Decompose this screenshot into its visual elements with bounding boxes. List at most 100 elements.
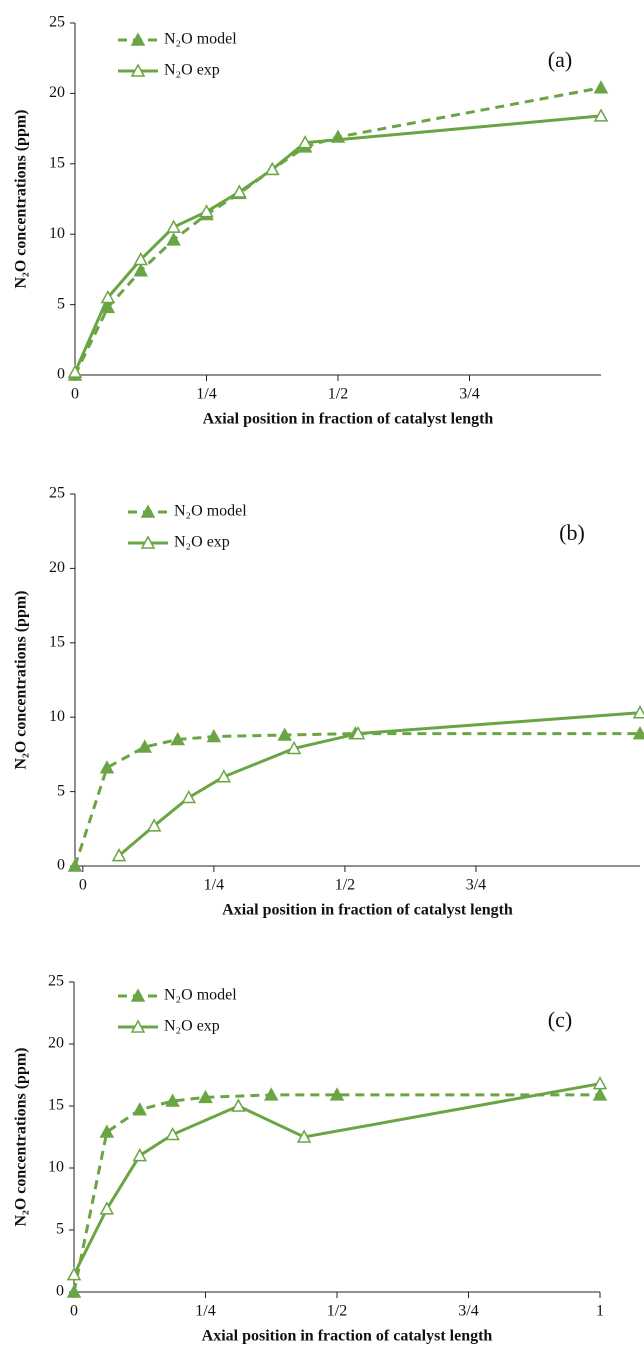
marker bbox=[593, 80, 609, 94]
legend-label: N₂O exp bbox=[174, 534, 230, 551]
x-tick-label: 3/4 bbox=[459, 386, 479, 403]
y-tick-label: 15 bbox=[48, 1097, 64, 1114]
marker bbox=[181, 789, 196, 804]
marker bbox=[100, 289, 116, 304]
marker bbox=[592, 1087, 608, 1101]
x-tick-label: 0 bbox=[71, 386, 79, 403]
marker bbox=[132, 1148, 148, 1162]
legend-marker bbox=[130, 63, 146, 77]
marker bbox=[632, 705, 644, 719]
panel: 0 5 10 15 20 25 0 1/4 1/2 3/4 Axial position in fr… bbox=[13, 14, 609, 428]
annotation: (a) bbox=[548, 47, 572, 72]
marker bbox=[67, 858, 83, 872]
y-tick-label: 25 bbox=[49, 485, 65, 502]
legend-label: N₂O exp bbox=[164, 62, 220, 79]
marker bbox=[296, 1129, 312, 1143]
x-tick-label: 1/2 bbox=[327, 1303, 347, 1320]
y-tick-label: 0 bbox=[57, 366, 65, 383]
marker bbox=[199, 204, 214, 218]
series-line bbox=[72, 1093, 600, 1293]
marker bbox=[111, 848, 127, 862]
x-tick-label: 1/4 bbox=[204, 877, 224, 894]
marker bbox=[632, 726, 644, 740]
y-tick-label: 5 bbox=[56, 1221, 64, 1238]
y-tick-label: 20 bbox=[49, 84, 65, 101]
x-tick-label: 1/4 bbox=[195, 1303, 215, 1320]
y-tick-label: 5 bbox=[57, 782, 65, 799]
marker bbox=[66, 1267, 82, 1281]
marker bbox=[232, 184, 247, 198]
marker bbox=[99, 1124, 115, 1138]
marker bbox=[132, 1102, 148, 1116]
panel: 0 5 10 15 20 25 0 1/4 1/2 3/4 1 Axial position in f… bbox=[13, 973, 608, 1345]
x-tick-label: 3/4 bbox=[458, 1303, 478, 1320]
y-tick-label: 20 bbox=[48, 1035, 64, 1052]
y-tick-label: 15 bbox=[49, 633, 65, 650]
legend-label: N₂O model bbox=[164, 987, 237, 1004]
y-tick-label: 25 bbox=[49, 14, 65, 31]
marker bbox=[592, 1076, 608, 1090]
legend-label: N₂O model bbox=[164, 31, 237, 48]
x-axis-label: Axial position in fraction of catalyst l… bbox=[203, 411, 494, 428]
marker bbox=[264, 161, 280, 176]
y-tick-label: 20 bbox=[49, 559, 65, 576]
marker bbox=[198, 1089, 213, 1104]
marker bbox=[350, 726, 366, 740]
marker bbox=[297, 135, 313, 149]
marker bbox=[165, 1126, 180, 1141]
marker bbox=[137, 739, 152, 753]
legend-marker bbox=[130, 1019, 146, 1033]
marker bbox=[165, 1093, 180, 1107]
annotation: (b) bbox=[559, 520, 585, 545]
y-tick-label: 0 bbox=[56, 1283, 64, 1300]
x-axis-label: Axial position in fraction of catalyst l… bbox=[202, 1328, 493, 1345]
legend-marker bbox=[130, 32, 146, 46]
marker bbox=[133, 263, 149, 277]
marker bbox=[206, 728, 222, 743]
x-axis-label: Axial position in fraction of catalyst l… bbox=[222, 902, 513, 919]
marker bbox=[99, 760, 115, 774]
x-tick-label: 3/4 bbox=[466, 877, 486, 894]
legend-label: N₂O exp bbox=[164, 1018, 220, 1035]
marker bbox=[146, 818, 162, 832]
series-line bbox=[73, 114, 602, 373]
marker bbox=[277, 727, 292, 741]
legend-marker bbox=[130, 988, 146, 1002]
y-tick-label: 0 bbox=[57, 857, 65, 874]
y-axis-label: N₂O concentrations (ppm) bbox=[13, 590, 30, 769]
x-tick-label: 0 bbox=[70, 1303, 78, 1320]
marker bbox=[67, 364, 83, 378]
x-tick-label: 1/2 bbox=[328, 386, 348, 403]
y-tick-label: 15 bbox=[49, 154, 65, 171]
marker bbox=[216, 769, 232, 783]
y-tick-label: 10 bbox=[49, 225, 65, 242]
x-tick-label: 0 bbox=[79, 877, 87, 894]
marker bbox=[133, 251, 149, 266]
marker bbox=[166, 232, 181, 246]
marker bbox=[329, 1087, 345, 1101]
y-tick-label: 5 bbox=[57, 295, 65, 312]
series-line bbox=[72, 1082, 601, 1276]
legend-label: N₂O model bbox=[174, 503, 247, 520]
y-axis-label: N₂O concentrations (ppm) bbox=[13, 1047, 30, 1226]
marker bbox=[166, 219, 181, 233]
legend-marker bbox=[140, 504, 156, 518]
x-tick-label: 1/2 bbox=[335, 877, 355, 894]
marker bbox=[170, 731, 185, 746]
y-axis-label: N₂O concentrations (ppm) bbox=[13, 109, 30, 288]
marker bbox=[593, 108, 609, 122]
legend-marker bbox=[140, 535, 156, 549]
marker bbox=[99, 1201, 115, 1215]
marker bbox=[66, 1284, 82, 1298]
annotation: (c) bbox=[548, 1007, 572, 1032]
x-tick-label: 1/4 bbox=[196, 386, 216, 403]
marker bbox=[263, 1087, 279, 1101]
marker bbox=[231, 1098, 246, 1112]
y-tick-label: 10 bbox=[49, 708, 65, 725]
series-line bbox=[73, 732, 640, 867]
y-tick-label: 10 bbox=[48, 1159, 64, 1176]
y-tick-label: 25 bbox=[48, 973, 64, 990]
x-tick-label: 1 bbox=[596, 1303, 604, 1320]
panel: 0 5 10 15 20 25 0 1/4 1/2 3/4 Axial position in fr… bbox=[13, 485, 644, 919]
